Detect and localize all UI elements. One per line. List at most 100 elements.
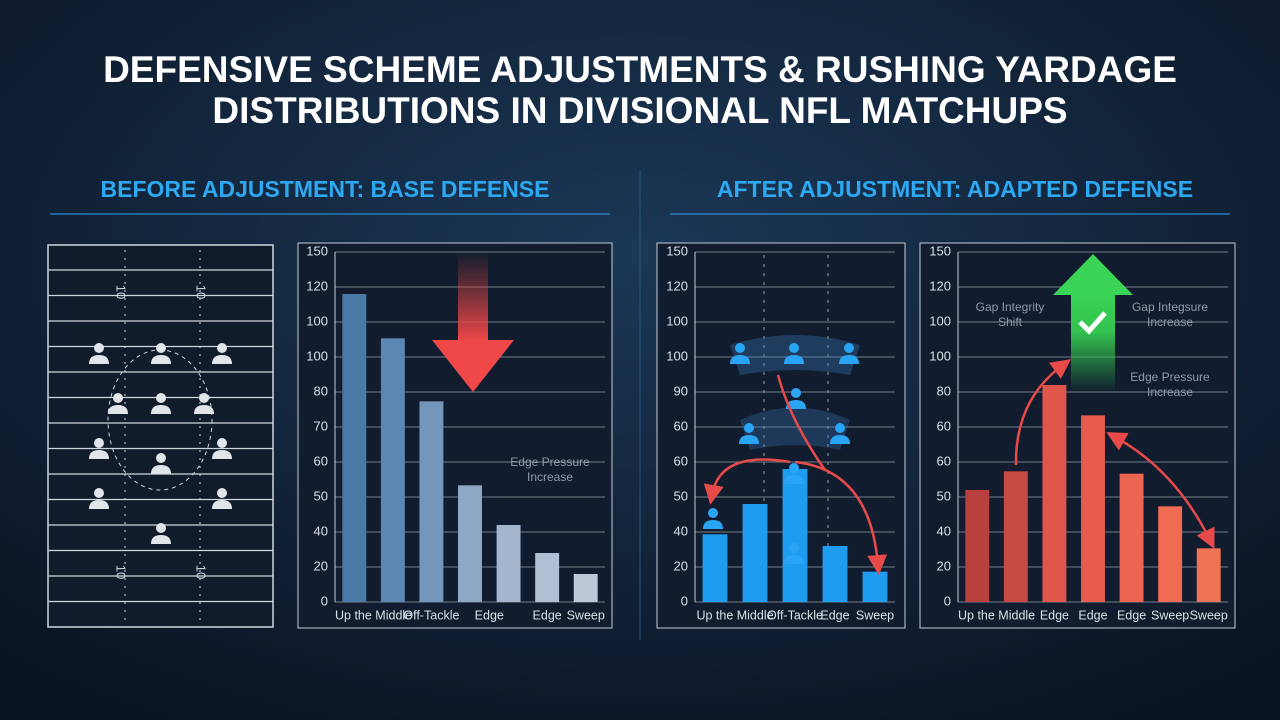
formation [703, 335, 888, 575]
y-tick-label: 100 [306, 313, 328, 328]
player-head [156, 393, 166, 403]
bar [496, 525, 521, 602]
player-body [212, 500, 232, 509]
bar [1119, 473, 1144, 602]
red-arrow-shaft [458, 252, 488, 342]
player-body [784, 555, 804, 564]
y-tick-label: 50 [674, 488, 688, 503]
player-head [789, 343, 799, 353]
bar [535, 553, 560, 602]
bar [1042, 385, 1067, 602]
x-tick-label: Edge [820, 608, 849, 622]
player-body [89, 450, 109, 459]
bar [822, 546, 848, 602]
bar [742, 504, 768, 602]
green-arrow-head [1053, 254, 1133, 295]
annotation: Edge Pressure [1130, 370, 1210, 384]
player-body [212, 355, 232, 364]
y-tick-label: 40 [674, 523, 688, 538]
player-body [212, 450, 232, 459]
y-tick-label: 20 [674, 558, 688, 573]
player-body [739, 435, 759, 444]
bar [419, 401, 444, 602]
player-head [156, 453, 166, 463]
y-tick-label: 100 [929, 348, 951, 363]
bar [1081, 415, 1105, 602]
player-head [789, 463, 799, 473]
player-body [151, 465, 171, 474]
bar [965, 490, 990, 602]
player-body [786, 400, 806, 409]
y-tick-label: 100 [666, 313, 688, 328]
player-body [151, 405, 171, 414]
player-head [199, 393, 209, 403]
bar [458, 485, 482, 602]
y-tick-label: 120 [666, 278, 688, 293]
annotation: Increase [527, 470, 573, 484]
route-arrow [1106, 432, 1215, 549]
y-tick-label: 60 [674, 453, 688, 468]
yard-number: 10 [194, 565, 209, 579]
x-tick-label: Sweep [1190, 608, 1228, 622]
y-tick-label: 60 [937, 453, 951, 468]
player-head [708, 508, 718, 518]
bar [702, 534, 728, 602]
y-tick-label: 0 [321, 593, 328, 608]
y-tick-label: 70 [314, 418, 328, 433]
bar [862, 571, 888, 602]
y-tick-label: 80 [937, 383, 951, 398]
player-head [791, 388, 801, 398]
player-body [839, 355, 859, 364]
yard-number: 10 [194, 285, 209, 299]
x-tick-label: Off-Tackle [403, 608, 459, 622]
player-head [113, 393, 123, 403]
player-body [784, 475, 804, 484]
player-body [703, 520, 723, 529]
y-tick-label: 120 [306, 278, 328, 293]
x-tick-label: Off-Tackle [767, 608, 823, 622]
y-tick-label: 150 [666, 243, 688, 258]
field-diagram: 10 10 10 10 [47, 244, 274, 628]
bar [782, 469, 808, 602]
y-tick-label: 60 [314, 453, 328, 468]
bar [1158, 506, 1183, 602]
coverage-zone [740, 407, 850, 450]
bar [1196, 548, 1221, 602]
y-tick-label: 80 [314, 383, 328, 398]
bar [1003, 471, 1028, 602]
player-head [844, 343, 854, 353]
chart-panel [656, 242, 906, 629]
bar [573, 574, 598, 602]
y-tick-label: 90 [674, 383, 688, 398]
player-body [151, 355, 171, 364]
red-arrow-head [432, 340, 514, 392]
annotation: Gap Integrity [976, 300, 1045, 314]
x-tick-label: Edge [475, 608, 504, 622]
x-tick-label: Edge [1040, 608, 1069, 622]
y-tick-label: 0 [944, 593, 951, 608]
player-body [830, 435, 850, 444]
yard-number: 10 [114, 285, 129, 299]
player-body [151, 535, 171, 544]
x-tick-label: Edge [533, 608, 562, 622]
annotation: Increase [1147, 385, 1193, 399]
x-tick-label: Sweep [567, 608, 605, 622]
y-tick-label: 40 [314, 523, 328, 538]
section-title: BEFORE ADJUSTMENT: BASE DEFENSE [101, 176, 550, 202]
player-body [194, 405, 214, 414]
section-title: AFTER ADJUSTMENT: ADAPTED DEFENSE [717, 176, 1193, 202]
player-head [217, 488, 227, 498]
yard-number: 10 [114, 565, 129, 579]
y-tick-label: 150 [306, 243, 328, 258]
y-tick-label: 20 [314, 558, 328, 573]
y-tick-label: 100 [306, 348, 328, 363]
player-head [156, 343, 166, 353]
coverage-zone [730, 335, 860, 375]
player-head [789, 543, 799, 553]
field [47, 244, 274, 628]
y-tick-label: 0 [681, 593, 688, 608]
title-line: DISTRIBUTIONS IN DIVISIONAL NFL MATCHUPS [212, 90, 1067, 131]
y-tick-label: 60 [937, 418, 951, 433]
annotation: Gap Integsure [1132, 300, 1208, 314]
